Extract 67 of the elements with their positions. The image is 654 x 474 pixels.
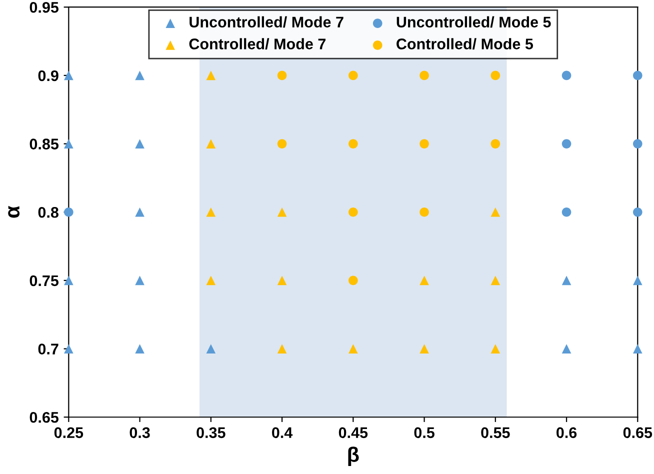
- point: [632, 276, 642, 286]
- point: [135, 344, 144, 354]
- point: [64, 276, 74, 286]
- point: [632, 207, 642, 217]
- y-axis-title: α: [8, 206, 20, 218]
- legend-label: Uncontrolled/ Mode 5: [396, 16, 551, 28]
- point: [420, 70, 429, 80]
- point: [420, 344, 429, 354]
- point: [277, 70, 287, 80]
- y-tick-label: 0.95: [30, 2, 59, 13]
- point: [348, 276, 358, 286]
- point: [277, 344, 287, 354]
- point: [490, 70, 500, 80]
- x-tick-label: 0.25: [54, 427, 84, 438]
- point: [135, 207, 144, 217]
- x-tick-label: 0.55: [481, 427, 510, 438]
- point: [206, 70, 216, 80]
- point: [277, 139, 287, 148]
- point: [420, 139, 429, 148]
- point: [420, 276, 429, 286]
- y-tick-label: 0.9: [38, 70, 58, 82]
- y-tick-label: 0.65: [30, 412, 59, 423]
- y-tick-label: 0.85: [30, 138, 59, 150]
- point: [562, 70, 572, 80]
- x-tick-label: 0.35: [196, 427, 226, 438]
- x-tick-label: 0.5: [414, 427, 434, 438]
- point: [206, 344, 216, 354]
- point: [490, 344, 500, 354]
- x-tick-label: 0.3: [130, 427, 150, 438]
- x-tick-label: 0.45: [338, 427, 368, 438]
- point: [206, 276, 216, 286]
- point: [632, 70, 642, 80]
- x-tick-label: 0.4: [272, 427, 293, 438]
- legend-label: Uncontrolled/ Mode 7: [190, 16, 344, 28]
- point: [490, 207, 500, 217]
- point: [135, 139, 144, 148]
- point: [562, 207, 572, 217]
- point: [632, 139, 642, 148]
- point: [206, 139, 216, 148]
- point: [348, 70, 358, 80]
- point: [632, 344, 642, 354]
- y-tick-label: 0.8: [38, 206, 58, 218]
- legend-label: Controlled/ Mode 5: [396, 38, 534, 50]
- point: [490, 276, 500, 286]
- x-tick-label: 0.65: [623, 427, 652, 438]
- point: [64, 207, 74, 217]
- point: [348, 207, 358, 217]
- point: [420, 207, 429, 217]
- point: [277, 276, 287, 286]
- legend-label: Controlled/ Mode 7: [189, 38, 326, 50]
- y-tick-label: 0.75: [30, 275, 59, 286]
- point: [562, 276, 572, 286]
- point: [562, 139, 572, 148]
- x-tick-label: 0.6: [556, 427, 577, 438]
- point: [135, 70, 144, 80]
- point: [64, 70, 74, 80]
- x-axis-title: β: [348, 446, 359, 466]
- point: [277, 207, 287, 217]
- point: [490, 139, 500, 148]
- point: [206, 207, 216, 217]
- point: [348, 139, 358, 148]
- point: [562, 344, 572, 354]
- y-tick-label: 0.7: [38, 344, 58, 354]
- point: [135, 276, 144, 286]
- point: [64, 344, 74, 354]
- point: [64, 139, 74, 148]
- point: [348, 344, 358, 354]
